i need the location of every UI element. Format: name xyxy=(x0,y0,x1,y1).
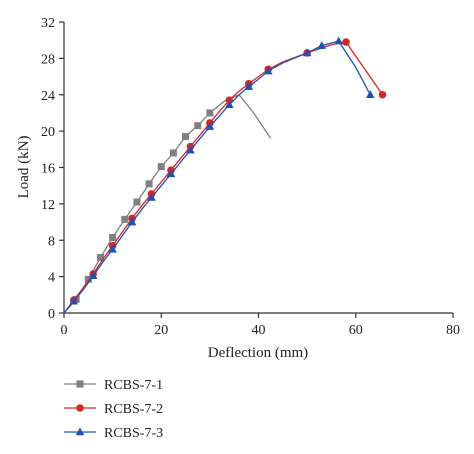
data-point xyxy=(334,36,344,45)
y-tick-label: 20 xyxy=(41,125,55,140)
legend: RCBS-7-1 RCBS-7-2 RCBS-7-3 xyxy=(64,378,163,441)
data-point xyxy=(244,82,254,90)
data-point xyxy=(88,271,98,280)
data-point xyxy=(96,254,104,262)
data-point xyxy=(317,41,327,49)
x-axis-ticks: 0 20 40 60 80 xyxy=(61,313,460,338)
y-axis-ticks: 0 4 8 12 16 20 24 28 32 xyxy=(41,16,64,322)
data-point xyxy=(157,163,165,171)
y-tick-label: 4 xyxy=(48,271,55,286)
x-tick-label: 0 xyxy=(61,323,68,338)
data-point xyxy=(121,215,129,223)
legend-label: RCBS-7-1 xyxy=(104,378,163,393)
series-RCBS-7-1 xyxy=(63,94,272,314)
y-tick-label: 8 xyxy=(48,234,55,249)
data-point xyxy=(108,244,117,253)
data-point xyxy=(206,109,214,117)
y-tick-label: 12 xyxy=(41,198,55,213)
legend-label: RCBS-7-2 xyxy=(104,402,163,417)
data-point xyxy=(147,193,156,201)
data-point xyxy=(342,38,350,46)
data-point xyxy=(378,90,387,99)
series-RCBS-7-2 xyxy=(63,38,387,314)
data-point xyxy=(127,217,137,226)
data-point xyxy=(302,48,312,57)
x-tick-label: 40 xyxy=(252,323,266,338)
x-axis-title: Deflection (mm) xyxy=(208,345,308,361)
data-point xyxy=(133,198,141,206)
plot-frame xyxy=(63,22,453,314)
legend-marker xyxy=(76,380,84,388)
legend-item: RCBS-7-3 xyxy=(64,426,163,441)
y-tick-label: 0 xyxy=(48,307,55,322)
data-point xyxy=(69,296,79,305)
data-point xyxy=(186,145,195,154)
x-tick-label: 80 xyxy=(446,323,460,338)
series-line xyxy=(63,94,272,314)
series-line xyxy=(63,40,371,314)
legend-marker xyxy=(76,404,84,412)
legend-item: RCBS-7-1 xyxy=(64,378,163,393)
y-tick-label: 24 xyxy=(41,89,55,104)
y-tick-label: 28 xyxy=(41,52,55,67)
legend-label: RCBS-7-3 xyxy=(104,426,163,441)
data-point xyxy=(84,275,92,283)
x-tick-label: 60 xyxy=(349,323,363,338)
data-point xyxy=(366,90,375,99)
legend-marker xyxy=(75,427,85,436)
series-line xyxy=(63,41,384,314)
data-point xyxy=(194,122,202,130)
data-point xyxy=(169,149,177,157)
y-tick-label: 32 xyxy=(41,16,55,31)
data-point xyxy=(225,100,234,109)
series-layer xyxy=(63,36,387,314)
data-point xyxy=(205,122,215,130)
x-tick-label: 20 xyxy=(154,323,168,338)
series-RCBS-7-3 xyxy=(63,36,375,314)
data-point xyxy=(166,169,176,178)
data-point xyxy=(145,180,153,188)
data-point xyxy=(182,133,190,141)
data-point xyxy=(263,66,273,75)
data-point xyxy=(109,234,117,242)
legend-item: RCBS-7-2 xyxy=(64,402,163,417)
y-axis-title: Load (kN) xyxy=(16,136,32,199)
y-tick-label: 16 xyxy=(41,162,55,177)
